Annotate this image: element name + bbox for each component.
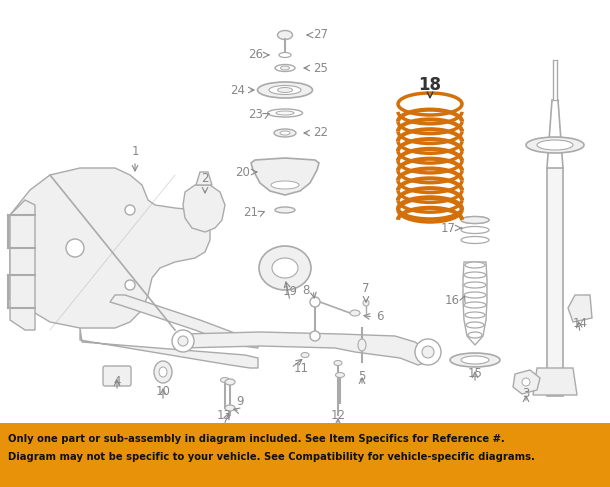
- Circle shape: [522, 378, 530, 386]
- Text: 3: 3: [522, 387, 529, 400]
- Circle shape: [66, 239, 84, 257]
- Ellipse shape: [275, 207, 295, 213]
- Polygon shape: [533, 368, 577, 395]
- Text: 2: 2: [201, 172, 209, 185]
- Ellipse shape: [225, 379, 235, 385]
- Text: 10: 10: [156, 385, 170, 398]
- Text: 5: 5: [358, 370, 365, 383]
- Ellipse shape: [450, 353, 500, 367]
- Polygon shape: [10, 200, 35, 330]
- Ellipse shape: [350, 310, 360, 316]
- Polygon shape: [513, 370, 540, 394]
- Ellipse shape: [220, 377, 229, 382]
- Text: 7: 7: [362, 282, 370, 295]
- Text: 13: 13: [217, 409, 231, 422]
- Text: 22: 22: [313, 127, 328, 139]
- Ellipse shape: [464, 272, 486, 278]
- Text: 26: 26: [248, 49, 263, 61]
- Ellipse shape: [276, 111, 294, 115]
- Text: 21: 21: [243, 206, 258, 220]
- Text: 24: 24: [230, 83, 245, 96]
- Ellipse shape: [461, 356, 489, 364]
- Ellipse shape: [537, 140, 573, 150]
- Circle shape: [178, 336, 188, 346]
- Ellipse shape: [334, 360, 342, 366]
- FancyBboxPatch shape: [103, 366, 131, 386]
- Circle shape: [310, 331, 320, 341]
- Text: 18: 18: [418, 76, 442, 94]
- Ellipse shape: [281, 66, 290, 70]
- Polygon shape: [183, 185, 225, 232]
- Ellipse shape: [461, 217, 489, 224]
- Ellipse shape: [461, 237, 489, 244]
- Text: 16: 16: [445, 294, 460, 306]
- Text: 6: 6: [376, 311, 384, 323]
- Text: 25: 25: [313, 61, 328, 75]
- Polygon shape: [568, 295, 592, 322]
- Polygon shape: [10, 168, 210, 328]
- Ellipse shape: [275, 64, 295, 72]
- Text: Diagram may not be specific to your vehicle. See Compatibility for vehicle-speci: Diagram may not be specific to your vehi…: [8, 452, 535, 462]
- Circle shape: [363, 300, 369, 306]
- Ellipse shape: [465, 312, 485, 318]
- Ellipse shape: [461, 226, 489, 233]
- Polygon shape: [178, 332, 430, 365]
- Text: 20: 20: [235, 166, 250, 179]
- Bar: [547, 168, 563, 396]
- Polygon shape: [251, 158, 319, 195]
- Ellipse shape: [154, 361, 172, 383]
- Text: 9: 9: [236, 395, 244, 408]
- Circle shape: [125, 280, 135, 290]
- Ellipse shape: [301, 353, 309, 357]
- Polygon shape: [80, 328, 258, 368]
- Polygon shape: [110, 295, 258, 348]
- Text: 12: 12: [331, 409, 345, 422]
- Ellipse shape: [464, 302, 486, 308]
- Ellipse shape: [280, 131, 290, 135]
- Text: 11: 11: [294, 361, 309, 375]
- Ellipse shape: [259, 246, 311, 290]
- Text: 15: 15: [467, 367, 483, 380]
- Text: 19: 19: [282, 285, 298, 298]
- Bar: [0, 423, 610, 487]
- Text: 1: 1: [131, 145, 138, 158]
- Ellipse shape: [278, 31, 293, 39]
- Text: Only one part or sub-assembly in diagram included. See Item Specifics for Refere: Only one part or sub-assembly in diagram…: [8, 434, 504, 444]
- Ellipse shape: [272, 258, 298, 278]
- Ellipse shape: [465, 262, 485, 268]
- Polygon shape: [196, 172, 212, 185]
- Ellipse shape: [279, 53, 291, 57]
- Ellipse shape: [257, 82, 312, 98]
- Ellipse shape: [358, 339, 366, 351]
- Ellipse shape: [278, 88, 293, 93]
- Circle shape: [310, 297, 320, 307]
- Circle shape: [415, 339, 441, 365]
- Circle shape: [172, 330, 194, 352]
- Ellipse shape: [268, 109, 303, 117]
- Text: 4: 4: [113, 375, 121, 388]
- Ellipse shape: [336, 373, 345, 377]
- Ellipse shape: [274, 129, 296, 137]
- Text: 8: 8: [303, 283, 310, 297]
- Text: 17: 17: [441, 222, 456, 235]
- Ellipse shape: [269, 86, 301, 94]
- Ellipse shape: [225, 405, 235, 411]
- Text: 27: 27: [313, 29, 328, 41]
- Text: 14: 14: [573, 317, 587, 330]
- Ellipse shape: [466, 322, 484, 328]
- Text: 23: 23: [248, 109, 263, 121]
- Circle shape: [422, 346, 434, 358]
- Ellipse shape: [468, 332, 482, 338]
- Ellipse shape: [526, 137, 584, 153]
- Ellipse shape: [159, 367, 167, 377]
- Ellipse shape: [461, 217, 489, 224]
- Ellipse shape: [464, 292, 486, 298]
- Circle shape: [125, 205, 135, 215]
- Ellipse shape: [464, 282, 486, 288]
- Ellipse shape: [271, 181, 299, 189]
